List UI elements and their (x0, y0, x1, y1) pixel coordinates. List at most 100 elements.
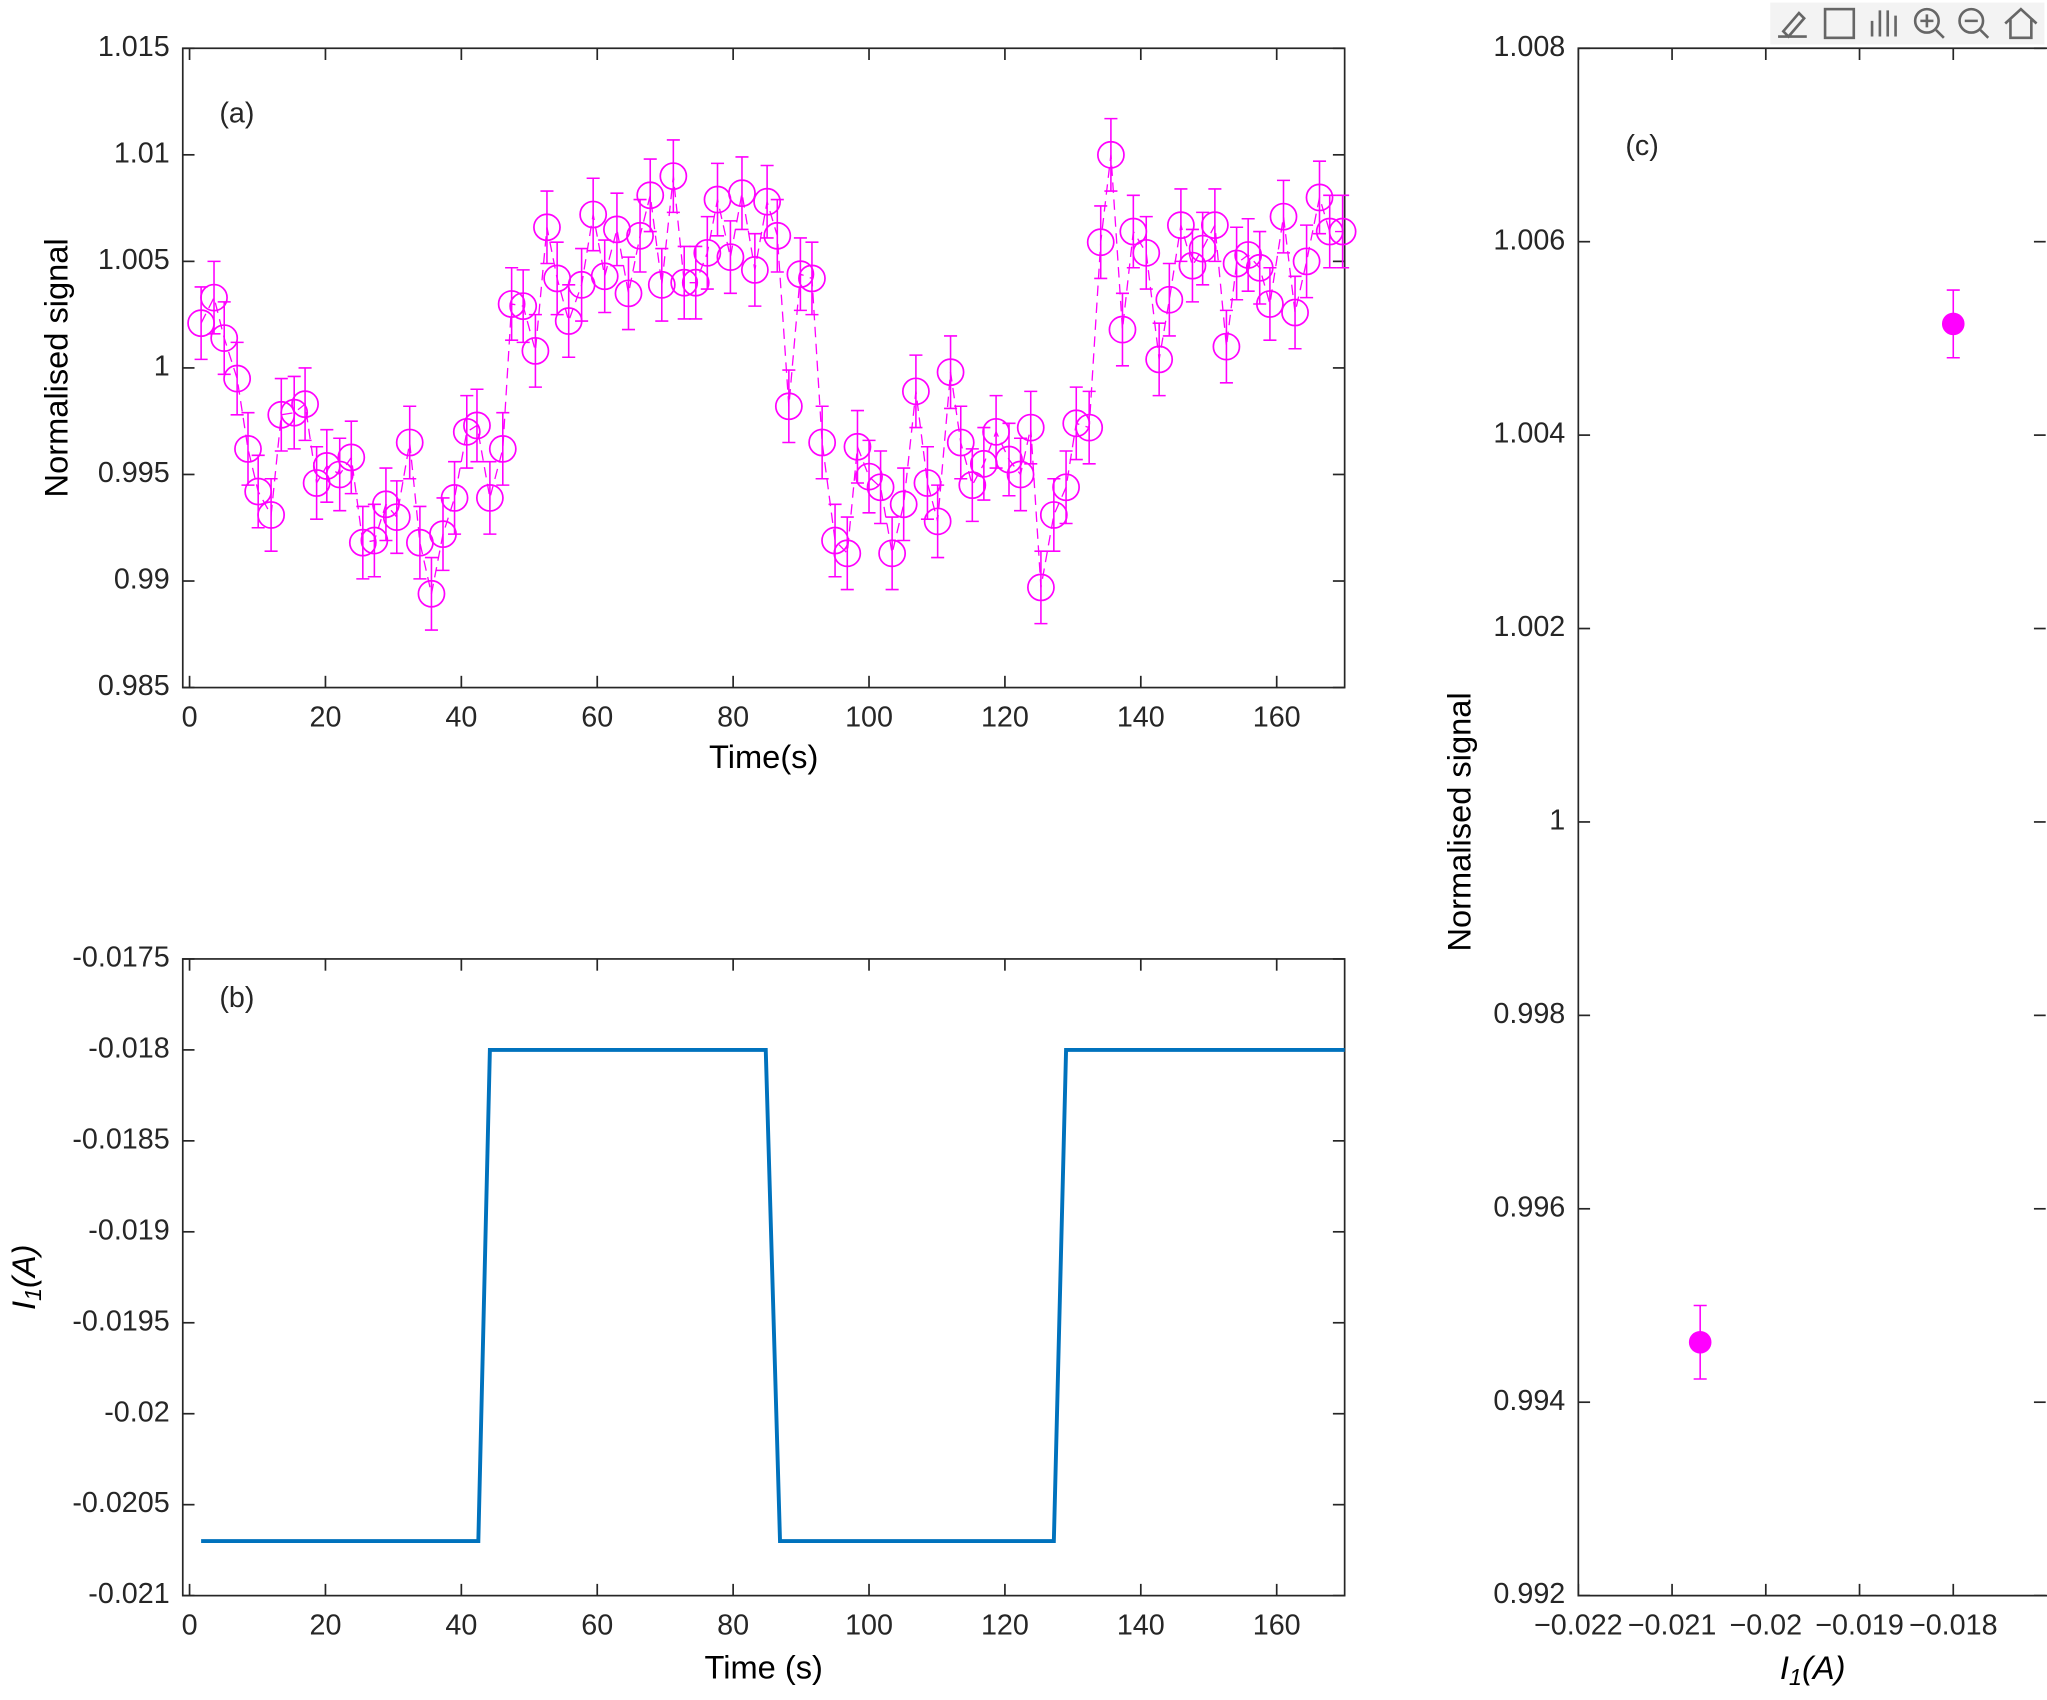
x-tick-label: 0 (182, 1610, 198, 1642)
y-tick-label: -0.021 (88, 1578, 169, 1610)
error-bar (1115, 292, 1129, 367)
data-point (833, 539, 862, 568)
x-axis-label: Time (s) (705, 1649, 823, 1686)
data-point (636, 181, 665, 210)
x-tick-label: 80 (717, 701, 749, 733)
y-axis-label: I1(A) (5, 1244, 47, 1310)
y-tick-label: 1.005 (98, 244, 170, 276)
error-bar (748, 232, 762, 307)
x-axis-label: Time(s) (709, 738, 818, 775)
data-point (693, 238, 722, 267)
pan-button[interactable] (1870, 10, 1897, 37)
error-bar (550, 241, 564, 316)
error-bar (298, 367, 312, 442)
data-point (533, 213, 561, 242)
error-bar (897, 467, 911, 542)
error-bar (230, 341, 244, 416)
x-tick-label: 60 (581, 701, 613, 733)
x-tick-label: −0.022 (1534, 1610, 1623, 1642)
x-tick-label: 120 (981, 701, 1029, 733)
error-bar (666, 139, 680, 214)
data-point (913, 469, 942, 497)
data-point (1097, 140, 1125, 169)
y-tick-label: -0.0205 (72, 1487, 169, 1519)
error-bar (1094, 205, 1108, 280)
error-bar (448, 460, 462, 535)
y-tick-label: 1.008 (1493, 31, 1565, 63)
legend-button[interactable] (1823, 7, 1856, 40)
data-point (808, 428, 837, 457)
data-point (210, 324, 239, 352)
data-point (590, 262, 619, 291)
data-line (201, 1047, 1345, 1544)
data-point (774, 392, 803, 421)
x-tick-label: 140 (1117, 701, 1165, 733)
y-axis-label-main: I (5, 1301, 42, 1310)
error-bar (1219, 309, 1233, 384)
data-point (291, 390, 319, 419)
data-point (614, 279, 643, 308)
error-bar (264, 477, 278, 552)
y-tick-label: -0.0195 (72, 1305, 169, 1337)
error-bar (723, 220, 737, 295)
data-point (763, 221, 792, 250)
y-tick-label: -0.02 (104, 1396, 169, 1428)
x-tick-label: 40 (445, 701, 477, 733)
data-point (659, 162, 688, 191)
x-tick-label: 120 (981, 1610, 1029, 1642)
error-bar (367, 503, 381, 578)
zoom-in-button[interactable] (1913, 7, 1945, 39)
error-bar (1336, 194, 1350, 269)
error-bar (1174, 188, 1188, 263)
x-axis-label-sub: 1 (1789, 1664, 1802, 1690)
y-tick-label: 1.01 (114, 137, 170, 169)
error-bar (621, 256, 636, 331)
error-bar (944, 335, 958, 410)
error-bar (1059, 450, 1073, 525)
data-point (521, 336, 550, 365)
toolbar-bg (1770, 2, 2045, 45)
y-tick-label: 0.996 (1493, 1191, 1565, 1223)
home-button[interactable] (2004, 7, 2038, 40)
error-bar (496, 411, 510, 486)
data-line (200, 154, 1343, 594)
error-bar (505, 266, 519, 342)
error-bar (633, 198, 647, 273)
error-bar (805, 241, 819, 316)
data-point (798, 264, 826, 293)
data-point (1052, 473, 1080, 502)
data-point (280, 398, 309, 427)
data-point (1086, 228, 1115, 257)
data-point (1178, 251, 1207, 280)
error-bar (217, 301, 231, 376)
error-bar (436, 497, 450, 572)
x-tick-label: 80 (717, 1610, 749, 1642)
data-point (452, 417, 481, 446)
x-axis-label: I1(A) (1780, 1649, 1846, 1691)
error-bar (782, 369, 796, 444)
error-bar (710, 162, 725, 237)
data-point (753, 187, 782, 216)
error-bar (320, 428, 334, 503)
error-bar (655, 247, 669, 322)
data-point (325, 460, 354, 489)
error-bar (1104, 117, 1118, 192)
error-bar (1230, 226, 1244, 301)
toolbar (1770, 2, 2045, 45)
data-point (223, 364, 252, 393)
data-point (681, 268, 710, 297)
y-tick-label: 1 (1549, 805, 1565, 837)
error-bar (840, 516, 854, 591)
brush-button[interactable] (1778, 11, 1807, 39)
error-bar (1024, 390, 1038, 465)
x-tick-label: −0.021 (1628, 1610, 1717, 1642)
data-point (958, 471, 987, 500)
zoom-out-button[interactable] (1958, 7, 1990, 39)
error-bar (1208, 188, 1222, 263)
x-tick-label: 60 (581, 1610, 613, 1642)
error-bar (528, 313, 542, 388)
data-point (1305, 183, 1334, 212)
y-tick-label: 0.985 (98, 670, 170, 702)
error-bar (643, 158, 657, 233)
x-tick-label: −0.02 (1729, 1610, 1802, 1642)
